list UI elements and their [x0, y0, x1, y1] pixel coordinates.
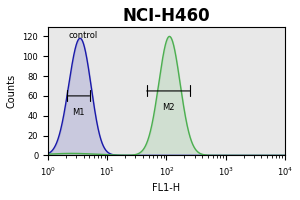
Text: control: control [69, 31, 98, 40]
Title: NCI-H460: NCI-H460 [123, 7, 210, 25]
Y-axis label: Counts: Counts [7, 74, 17, 108]
X-axis label: FL1-H: FL1-H [152, 183, 181, 193]
Text: M1: M1 [72, 108, 85, 117]
Text: M2: M2 [162, 103, 175, 112]
